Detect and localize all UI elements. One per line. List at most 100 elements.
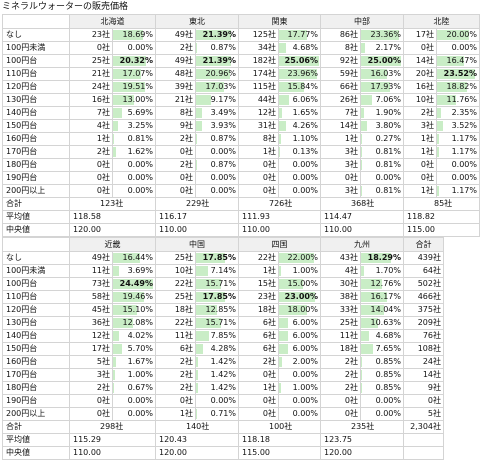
median-row-value: 120.00 — [321, 447, 404, 460]
share-percent: 15.71% — [196, 278, 239, 291]
company-count: 8社 — [239, 133, 279, 146]
share-percent: 0.00% — [196, 146, 239, 159]
share-percent: 1.00% — [279, 265, 321, 278]
price-band-label: 110円台 — [3, 291, 70, 304]
share-percent: 23.00% — [279, 291, 321, 304]
median-row-label: 中央値 — [3, 447, 70, 460]
share-percent: 0.00% — [196, 172, 239, 185]
share-percent-value: 0.87% — [211, 43, 236, 52]
company-count: 1社 — [156, 408, 196, 421]
company-count: 18社 — [239, 304, 279, 317]
company-count: 1社 — [239, 265, 279, 278]
company-count: 0社 — [156, 172, 196, 185]
share-bar — [113, 108, 122, 118]
share-percent-value: 2.17% — [376, 43, 401, 52]
share-bar — [437, 134, 439, 144]
company-count: 4社 — [70, 120, 113, 133]
company-count: 6社 — [239, 317, 279, 330]
company-count: 38社 — [321, 291, 361, 304]
price-band-label: 180円台 — [3, 382, 70, 395]
share-percent-value: 20.00% — [446, 30, 477, 39]
header-corner — [3, 15, 70, 29]
share-percent: 16.44% — [113, 252, 156, 265]
company-count: 0社 — [239, 369, 279, 382]
share-percent-value: 0.00% — [376, 409, 401, 418]
share-percent-value: 0.87% — [211, 160, 236, 169]
mean-row-value: 123.75 — [321, 434, 404, 447]
share-bar — [279, 383, 281, 393]
share-percent-value: 0.87% — [211, 134, 236, 143]
price-band-label: 100円台 — [3, 55, 70, 68]
company-count: 1社 — [239, 146, 279, 159]
company-count: 5社 — [70, 356, 113, 369]
share-percent-value: 1.62% — [128, 147, 153, 156]
share-percent: 0.81% — [361, 185, 404, 198]
share-percent-value: 0.81% — [376, 147, 401, 156]
share-percent: 1.10% — [279, 133, 321, 146]
company-count: 0社 — [156, 185, 196, 198]
share-percent: 5.69% — [113, 107, 156, 120]
company-count: 11社 — [156, 330, 196, 343]
total-row-value: 368社 — [321, 198, 404, 211]
price-band-label: なし — [3, 29, 70, 42]
share-percent: 17.85% — [196, 291, 239, 304]
share-percent: 0.00% — [361, 395, 404, 408]
share-percent: 6.00% — [279, 317, 321, 330]
price-band-label: 100円未満 — [3, 42, 70, 55]
share-percent-value: 0.00% — [293, 173, 318, 182]
company-count: 0社 — [404, 172, 437, 185]
company-count: 0社 — [156, 146, 196, 159]
share-percent-value: 3.25% — [128, 121, 153, 130]
region-header: 四国 — [239, 238, 321, 252]
share-percent-value: 20.96% — [205, 69, 236, 78]
company-count: 1社 — [70, 133, 113, 146]
company-count: 26社 — [321, 94, 361, 107]
price-band-label: 200円以上 — [3, 185, 70, 198]
share-percent-value: 3.93% — [211, 121, 236, 130]
region-header: 中部 — [321, 15, 404, 29]
region-header: 北陸 — [404, 15, 480, 29]
share-percent: 13.00% — [113, 94, 156, 107]
price-band-label: 200円以上 — [3, 408, 70, 421]
share-percent-value: 1.67% — [128, 357, 153, 366]
share-percent: 9.17% — [196, 94, 239, 107]
share-percent: 25.00% — [361, 55, 404, 68]
company-count: 48社 — [156, 68, 196, 81]
share-percent-value: 1.17% — [452, 147, 477, 156]
share-percent: 18.29% — [361, 252, 404, 265]
company-count: 11社 — [321, 330, 361, 343]
total-row-value: 726社 — [239, 198, 321, 211]
share-percent: 0.00% — [279, 369, 321, 382]
share-percent: 0.00% — [113, 185, 156, 198]
header-corner — [3, 238, 70, 252]
share-percent-value: 1.00% — [293, 383, 318, 392]
share-percent-value: 16.17% — [370, 292, 401, 301]
share-percent-value: 4.02% — [128, 331, 153, 340]
company-count: 0社 — [70, 395, 113, 408]
company-count: 2社 — [404, 107, 437, 120]
grand-total-count: 14社 — [404, 369, 444, 382]
company-count: 49社 — [70, 252, 113, 265]
median-row-value: 115.00 — [404, 224, 480, 237]
share-bar — [361, 186, 362, 196]
region-header: 北海道 — [70, 15, 156, 29]
share-percent: 3.52% — [437, 120, 480, 133]
share-percent: 6.00% — [279, 343, 321, 356]
company-count: 58社 — [70, 291, 113, 304]
share-percent-value: 6.06% — [293, 95, 318, 104]
share-percent: 0.00% — [361, 408, 404, 421]
page-title: ミネラルウォーターの販売価格 — [2, 2, 128, 13]
price-band-label: なし — [3, 252, 70, 265]
share-percent: 0.81% — [361, 159, 404, 172]
share-percent-value: 0.81% — [376, 186, 401, 195]
share-percent-value: 0.00% — [452, 173, 477, 182]
total-row-label: 合計 — [3, 421, 70, 434]
company-count: 0社 — [156, 395, 196, 408]
share-bar — [113, 134, 114, 144]
share-bar — [361, 266, 364, 276]
company-count: 0社 — [70, 185, 113, 198]
